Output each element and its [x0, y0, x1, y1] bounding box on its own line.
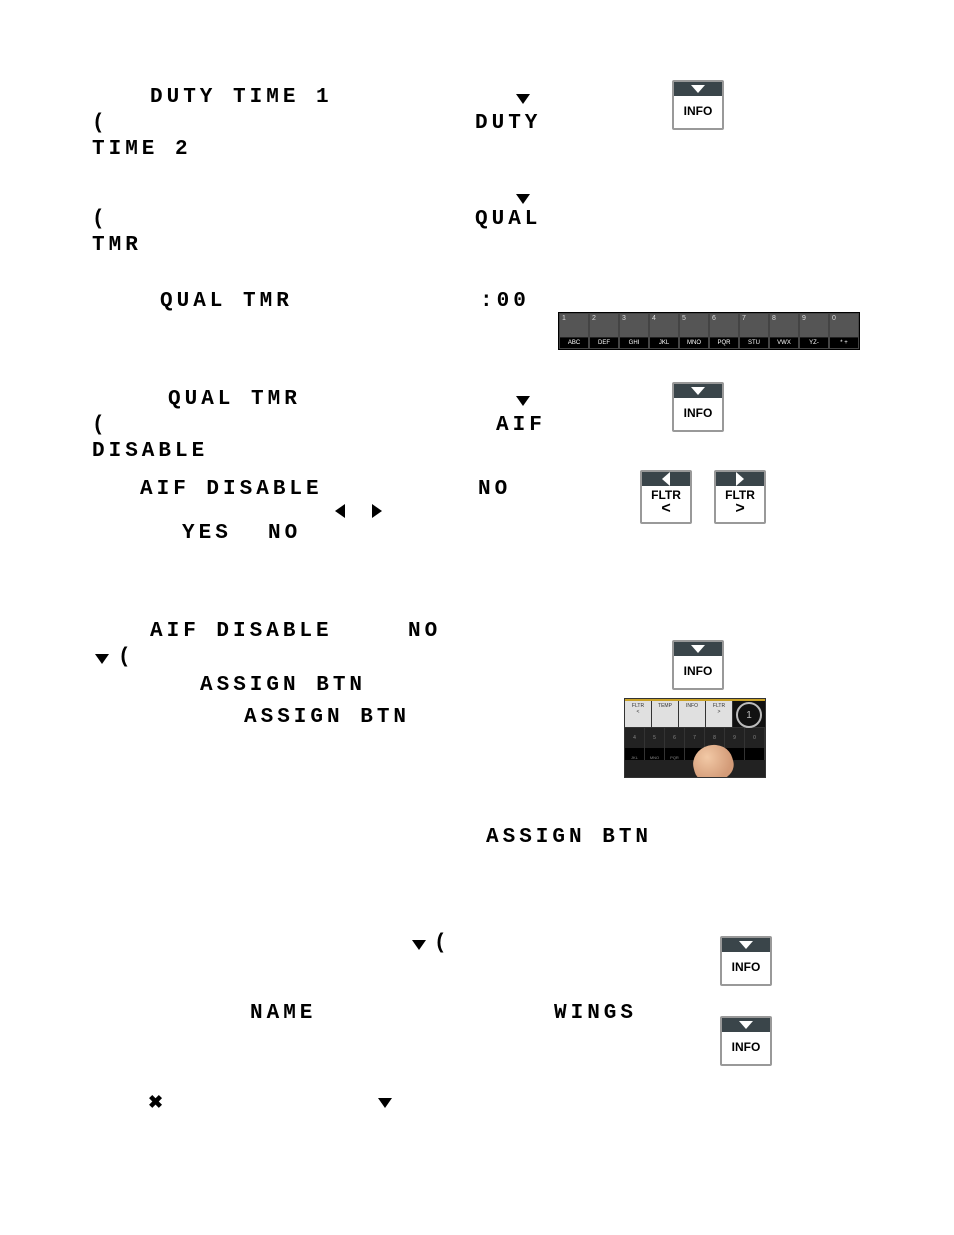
paren-4: ( — [118, 646, 135, 669]
controller-illustration: FLTR<TEMPINFOFLTR>1 4567890 JKLMNOPQR — [624, 698, 766, 778]
ctrl-key-label: JKL — [625, 748, 645, 760]
time-2-label: TIME 2 — [92, 138, 192, 161]
ctrl-key: 7 — [685, 728, 705, 748]
arrow-right-icon — [372, 502, 382, 520]
ctrl-key: 6 — [665, 728, 685, 748]
assign-btn-label-1: ASSIGN BTN — [200, 674, 366, 697]
chevron-down-icon — [739, 1021, 753, 1029]
chevron-down-icon — [739, 941, 753, 949]
name-label: NAME — [250, 1002, 316, 1025]
wings-value: WINGS — [554, 1002, 637, 1025]
paren-2: ( — [92, 208, 109, 231]
disable-label: DISABLE — [92, 440, 208, 463]
info-button-5[interactable]: INFO — [720, 1016, 772, 1066]
keypad-key[interactable]: 6PQR — [709, 313, 739, 349]
arrow-down-icon — [378, 1094, 392, 1112]
info-button-1[interactable]: INFO — [672, 80, 724, 130]
chevron-left-icon — [662, 472, 670, 486]
assign-btn-label-2: ASSIGN BTN — [244, 706, 410, 729]
keypad-key[interactable]: 5MNO — [679, 313, 709, 349]
numeric-keypad[interactable]: 1ABC2DEF3GHI4JKL5MNO6PQR7STU8VWX9YZ-0* + — [558, 312, 860, 350]
ctrl-key: 9 — [725, 728, 745, 748]
chevron-down-icon — [691, 387, 705, 395]
aif-disable-label: AIF DISABLE — [140, 478, 323, 501]
aif-disable-value: NO — [478, 478, 511, 501]
chevron-down-icon — [691, 85, 705, 93]
ctrl-key: 0 — [745, 728, 765, 748]
keypad-key[interactable]: 0* + — [829, 313, 859, 349]
qual-tmr-label-2: QUAL TMR — [168, 388, 301, 411]
duty-label: DUTY — [475, 112, 541, 135]
tmr-label: TMR — [92, 234, 142, 257]
qual-label: QUAL — [475, 208, 541, 231]
ctrl-key: 4 — [625, 728, 645, 748]
qual-tmr-value: :00 — [480, 290, 530, 313]
x-mark-icon: ✖ — [148, 1092, 163, 1113]
arrow-down-icon — [95, 650, 109, 668]
ctrl-key: 5 — [645, 728, 665, 748]
duty-time-1: DUTY TIME 1 — [150, 86, 333, 109]
ctrl-top-cell: INFO — [679, 701, 706, 727]
keypad-key[interactable]: 1ABC — [559, 313, 589, 349]
ctrl-top-cell: TEMP — [652, 701, 679, 727]
keypad-key[interactable]: 3GHI — [619, 313, 649, 349]
ctrl-key-label: PQR — [665, 748, 685, 760]
keypad-key[interactable]: 4JKL — [649, 313, 679, 349]
ctrl-top-cell: FLTR< — [625, 701, 652, 727]
info-button-4[interactable]: INFO — [720, 936, 772, 986]
keypad-key[interactable]: 7STU — [739, 313, 769, 349]
ctrl-key-label — [745, 748, 765, 760]
info-button-2[interactable]: INFO — [672, 382, 724, 432]
no-option: NO — [268, 522, 301, 545]
arrow-down-icon — [412, 936, 426, 954]
chevron-right-icon — [736, 472, 744, 486]
arrow-down-icon — [516, 392, 530, 410]
fltr-prev-button[interactable]: FLTR< — [640, 470, 692, 524]
arrow-down-icon — [516, 190, 530, 208]
qual-tmr-label: QUAL TMR — [160, 290, 293, 313]
vat-number-icon: 1 — [736, 702, 762, 728]
paren-3: ( — [92, 414, 109, 437]
fltr-next-button[interactable]: FLTR> — [714, 470, 766, 524]
info-button-3[interactable]: INFO — [672, 640, 724, 690]
ctrl-key-label: MNO — [645, 748, 665, 760]
aif-disable-label-2: AIF DISABLE — [150, 620, 333, 643]
arrow-left-icon — [335, 502, 345, 520]
keypad-key[interactable]: 8VWX — [769, 313, 799, 349]
chevron-down-icon — [691, 645, 705, 653]
aif-disable-value-2: NO — [408, 620, 441, 643]
paren-5: ( — [434, 932, 451, 955]
arrow-down-icon — [516, 90, 530, 108]
assign-btn-label-3: ASSIGN BTN — [486, 826, 652, 849]
yes-option: YES — [182, 522, 232, 545]
keypad-key[interactable]: 9YZ- — [799, 313, 829, 349]
keypad-key[interactable]: 2DEF — [589, 313, 619, 349]
paren-1: ( — [92, 112, 109, 135]
ctrl-top-cell: FLTR> — [706, 701, 733, 727]
aif-label: AIF — [496, 414, 546, 437]
